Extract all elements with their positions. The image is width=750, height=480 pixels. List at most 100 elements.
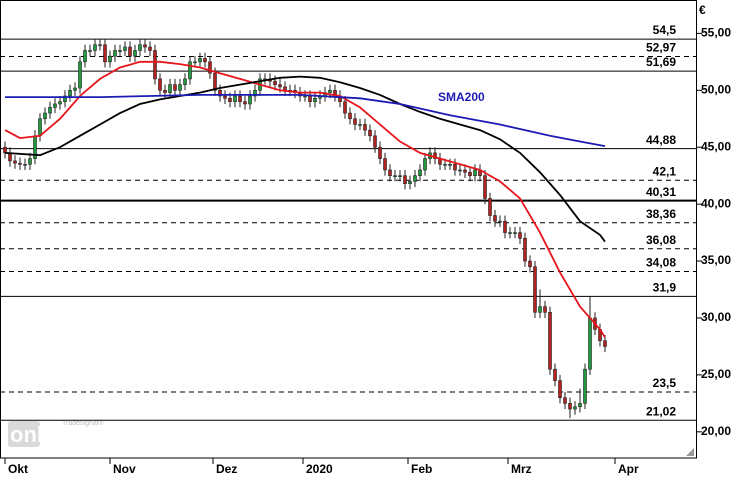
candle-body — [253, 90, 257, 97]
y-tick-label: 35,00 — [701, 253, 731, 267]
candle-body — [578, 403, 582, 408]
candle-body — [203, 58, 207, 63]
candle-body — [243, 101, 247, 105]
candle-body — [153, 50, 157, 80]
candle-body — [73, 87, 77, 91]
candle-body — [3, 146, 7, 154]
level-label: 36,08 — [646, 233, 676, 247]
candle-body — [358, 124, 362, 126]
candle-body — [563, 397, 567, 404]
candle-body — [248, 95, 252, 105]
level-label: 31,9 — [653, 281, 677, 295]
candle-body — [93, 44, 97, 51]
candle-body — [118, 50, 122, 52]
candle-body — [433, 152, 437, 159]
candle-body — [228, 97, 232, 102]
candle-body — [158, 78, 162, 91]
candle-body — [13, 160, 17, 164]
y-tick-label: 55,00 — [701, 26, 731, 40]
candle-body — [148, 46, 152, 51]
candle-body — [48, 107, 52, 114]
candle-body — [493, 215, 497, 222]
candle-body — [63, 95, 67, 102]
candle-body — [308, 95, 312, 102]
level-label: 51,69 — [646, 55, 676, 69]
moving-average — [4, 75, 606, 243]
plot-frame — [0, 0, 697, 459]
candle-body — [218, 90, 222, 97]
y-tick-label: 45,00 — [701, 139, 731, 153]
moving-average — [4, 60, 606, 338]
x-tick-label: 2020 — [306, 462, 333, 476]
candle-body — [488, 198, 492, 216]
candle-body — [123, 46, 127, 51]
candle-body — [533, 266, 537, 313]
moving-average — [5, 94, 606, 147]
level-label: 52,97 — [646, 41, 676, 55]
level-label: 38,36 — [646, 207, 676, 221]
candle-body — [68, 90, 72, 97]
candle-body — [473, 169, 477, 176]
level-label: 54,5 — [653, 23, 677, 37]
candle-body — [553, 368, 557, 381]
candle-body — [418, 169, 422, 176]
candle-body — [238, 95, 242, 102]
candle-body — [498, 220, 502, 223]
candle-body — [28, 158, 32, 165]
candle-body — [208, 61, 212, 74]
candle-body — [388, 169, 392, 176]
candle-body — [413, 175, 417, 182]
candle-body — [98, 44, 102, 47]
candle-body — [188, 61, 192, 80]
candle-body — [378, 146, 382, 159]
candle-body — [448, 163, 452, 166]
candle-body — [398, 175, 402, 177]
candle-body — [408, 181, 412, 184]
candle-body — [548, 311, 552, 370]
candle-body — [603, 340, 607, 347]
candle-body — [523, 237, 527, 262]
candle-body — [113, 50, 117, 57]
candle-body — [23, 163, 27, 166]
candle-body — [538, 306, 542, 313]
y-tick-label: 40,00 — [701, 196, 731, 210]
candle-body — [198, 58, 202, 63]
candle-body — [583, 368, 587, 404]
candle-body — [518, 232, 522, 239]
candle-body — [223, 95, 227, 99]
candle-body — [128, 46, 132, 57]
candle-body — [513, 232, 517, 234]
candle-body — [43, 112, 47, 120]
candle-body — [278, 84, 282, 88]
candle-body — [573, 406, 577, 410]
candle-body — [193, 61, 197, 64]
candle-body — [368, 129, 372, 137]
candle-body — [303, 95, 307, 98]
corner-marker — [686, 448, 694, 456]
level-label: 40,31 — [646, 185, 676, 199]
candle-body — [18, 162, 22, 165]
currency: € — [699, 3, 706, 17]
candle-body — [213, 72, 217, 91]
candle-body — [163, 90, 167, 93]
candle-body — [468, 171, 472, 176]
candle-body — [343, 101, 347, 114]
watermark: online — [10, 422, 75, 447]
candle-body — [168, 84, 172, 93]
candle-body — [458, 169, 462, 172]
x-tick-label: Apr — [618, 462, 639, 476]
x-tick-label: Feb — [411, 462, 432, 476]
candle-body — [423, 158, 427, 171]
candle-body — [543, 306, 547, 313]
candle-body — [568, 403, 572, 410]
candle-body — [108, 55, 112, 63]
candle-body — [393, 175, 397, 177]
candle-body — [313, 97, 317, 102]
candle-body — [143, 44, 147, 48]
candle-body — [353, 118, 357, 125]
level-label: 21,02 — [646, 404, 676, 418]
candle-body — [503, 220, 507, 233]
candle-body — [178, 84, 182, 91]
